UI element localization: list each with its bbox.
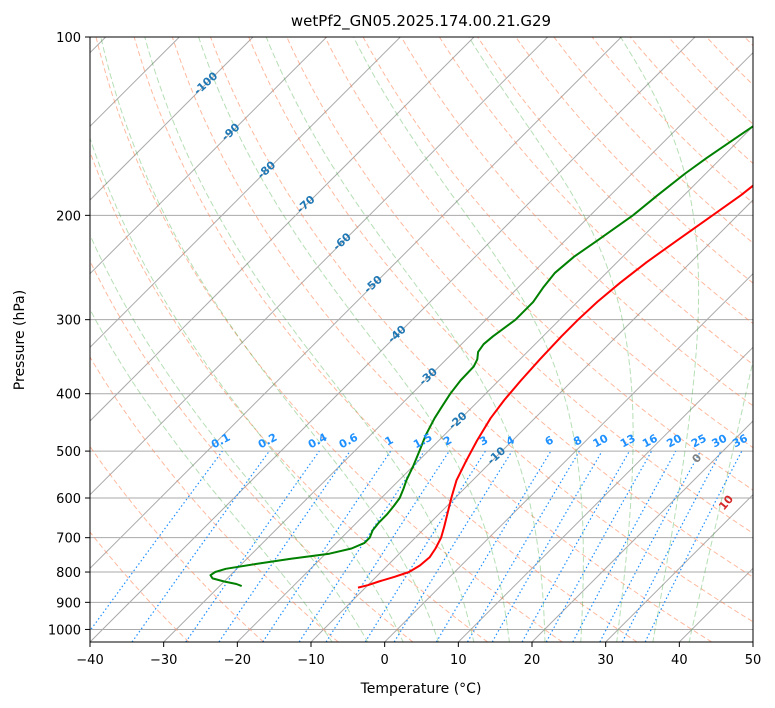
y-tick-label: 100 xyxy=(56,31,81,46)
plot-frame xyxy=(89,36,754,643)
x-tick-label: −20 xyxy=(224,653,251,668)
moist-adiabat-line xyxy=(265,37,546,642)
isotherm-line xyxy=(90,37,328,275)
mixing-ratio-line xyxy=(298,450,425,642)
mixing-ratio-label: 36 xyxy=(730,432,750,451)
isotherm-line xyxy=(90,37,254,201)
mixing-ratio-line xyxy=(325,450,450,642)
x-tick-label: 0 xyxy=(381,653,389,668)
isotherm-line xyxy=(90,37,401,349)
x-tick-label: −10 xyxy=(297,653,324,668)
plot-background xyxy=(90,37,753,642)
dry-adiabat-line xyxy=(324,37,753,491)
background-lines xyxy=(90,37,753,642)
mixing-ratio-label: 13 xyxy=(618,432,638,451)
temperature-line xyxy=(357,184,753,589)
y-tick-label: 400 xyxy=(56,388,81,403)
mixing-ratio-label: 25 xyxy=(689,432,709,451)
moist-adiabat-line xyxy=(620,37,700,642)
x-tick-label: 30 xyxy=(597,653,614,668)
isotherm-line xyxy=(90,37,696,642)
isotherm-line xyxy=(90,37,549,496)
mixing-ratio-line xyxy=(393,450,513,642)
dry-adiabat-line xyxy=(515,37,753,284)
isotherm-line xyxy=(384,272,753,642)
chart-title: wetPf2_GN05.2025.174.00.21.G29 xyxy=(291,12,551,31)
mixing-ratio-line xyxy=(218,450,351,642)
y-tick-label: 700 xyxy=(56,532,81,547)
mixing-ratio-label: 20 xyxy=(664,432,684,451)
mixing-ratio-label: 30 xyxy=(710,432,730,451)
y-tick-label: 600 xyxy=(56,492,81,507)
isotherm-line xyxy=(90,37,622,570)
dry-adiabat-line xyxy=(210,37,753,623)
dry-adiabat-line xyxy=(90,150,488,642)
isotherm-line xyxy=(457,346,753,642)
moist-adiabat-line xyxy=(90,233,369,642)
isotherm-line xyxy=(752,641,753,642)
mixing-ratio-label: 16 xyxy=(640,432,660,451)
dry-adiabat-line xyxy=(171,37,712,642)
dry-adiabat-line xyxy=(438,37,753,366)
x-tick-label: 50 xyxy=(745,653,762,668)
x-tick-label: 20 xyxy=(524,653,541,668)
dewpoint-line xyxy=(209,125,753,588)
mixing-ratio-line xyxy=(521,450,631,642)
isotherm-line xyxy=(90,37,475,422)
moist-adiabat-line xyxy=(468,37,634,642)
mixing-ratio-line xyxy=(545,450,653,642)
y-axis-label: Pressure (hPa) xyxy=(12,290,28,390)
moist-adiabat-line xyxy=(90,136,404,642)
data-lines xyxy=(209,125,753,589)
mixing-ratio-line xyxy=(572,450,677,642)
mixing-ratio-line xyxy=(262,450,392,642)
isotherm-line xyxy=(163,51,753,642)
y-tick-label: 500 xyxy=(56,445,81,460)
moist-adiabat-label: 20 xyxy=(755,527,775,547)
dry-adiabat-line xyxy=(90,356,339,642)
isotherm-line xyxy=(531,420,753,642)
x-tick-label: 10 xyxy=(450,653,467,668)
mixing-ratio-line xyxy=(131,450,270,642)
y-tick-label: 900 xyxy=(56,596,81,611)
moist-adiabat-line xyxy=(144,37,475,642)
x-axis-label: Temperature (°C) xyxy=(360,681,482,697)
x-tick-label: 40 xyxy=(671,653,688,668)
isotherm-line xyxy=(236,125,753,642)
dry-adiabat-line xyxy=(90,259,414,642)
dry-adiabat-line xyxy=(95,37,563,642)
mixing-ratio-line xyxy=(185,450,320,642)
x-tick-label: −30 xyxy=(150,653,177,668)
x-tick-label: −40 xyxy=(76,653,103,668)
isotherm-line xyxy=(605,493,753,642)
axis-ticks: −40 −30 −20 −10 0 10 20 30 40 50 100 200 300 400 500 60… xyxy=(48,31,761,668)
dry-adiabat-line xyxy=(90,531,190,642)
dry-adiabat-line xyxy=(248,37,753,578)
mixing-ratio-line xyxy=(90,450,223,632)
y-tick-label: 200 xyxy=(56,209,81,224)
dry-adiabat-line xyxy=(133,37,638,642)
y-tick-label: 800 xyxy=(56,566,81,581)
dry-adiabat-line xyxy=(400,37,753,407)
y-tick-label: 1000 xyxy=(48,623,81,638)
y-tick-label: 300 xyxy=(56,314,81,329)
mixing-ratio-line xyxy=(644,450,743,642)
moist-adiabat-line xyxy=(100,37,440,642)
dry-adiabat-line xyxy=(90,445,264,642)
moist-adiabat-line xyxy=(198,37,510,642)
mixing-ratio-label: 10 xyxy=(591,432,611,451)
